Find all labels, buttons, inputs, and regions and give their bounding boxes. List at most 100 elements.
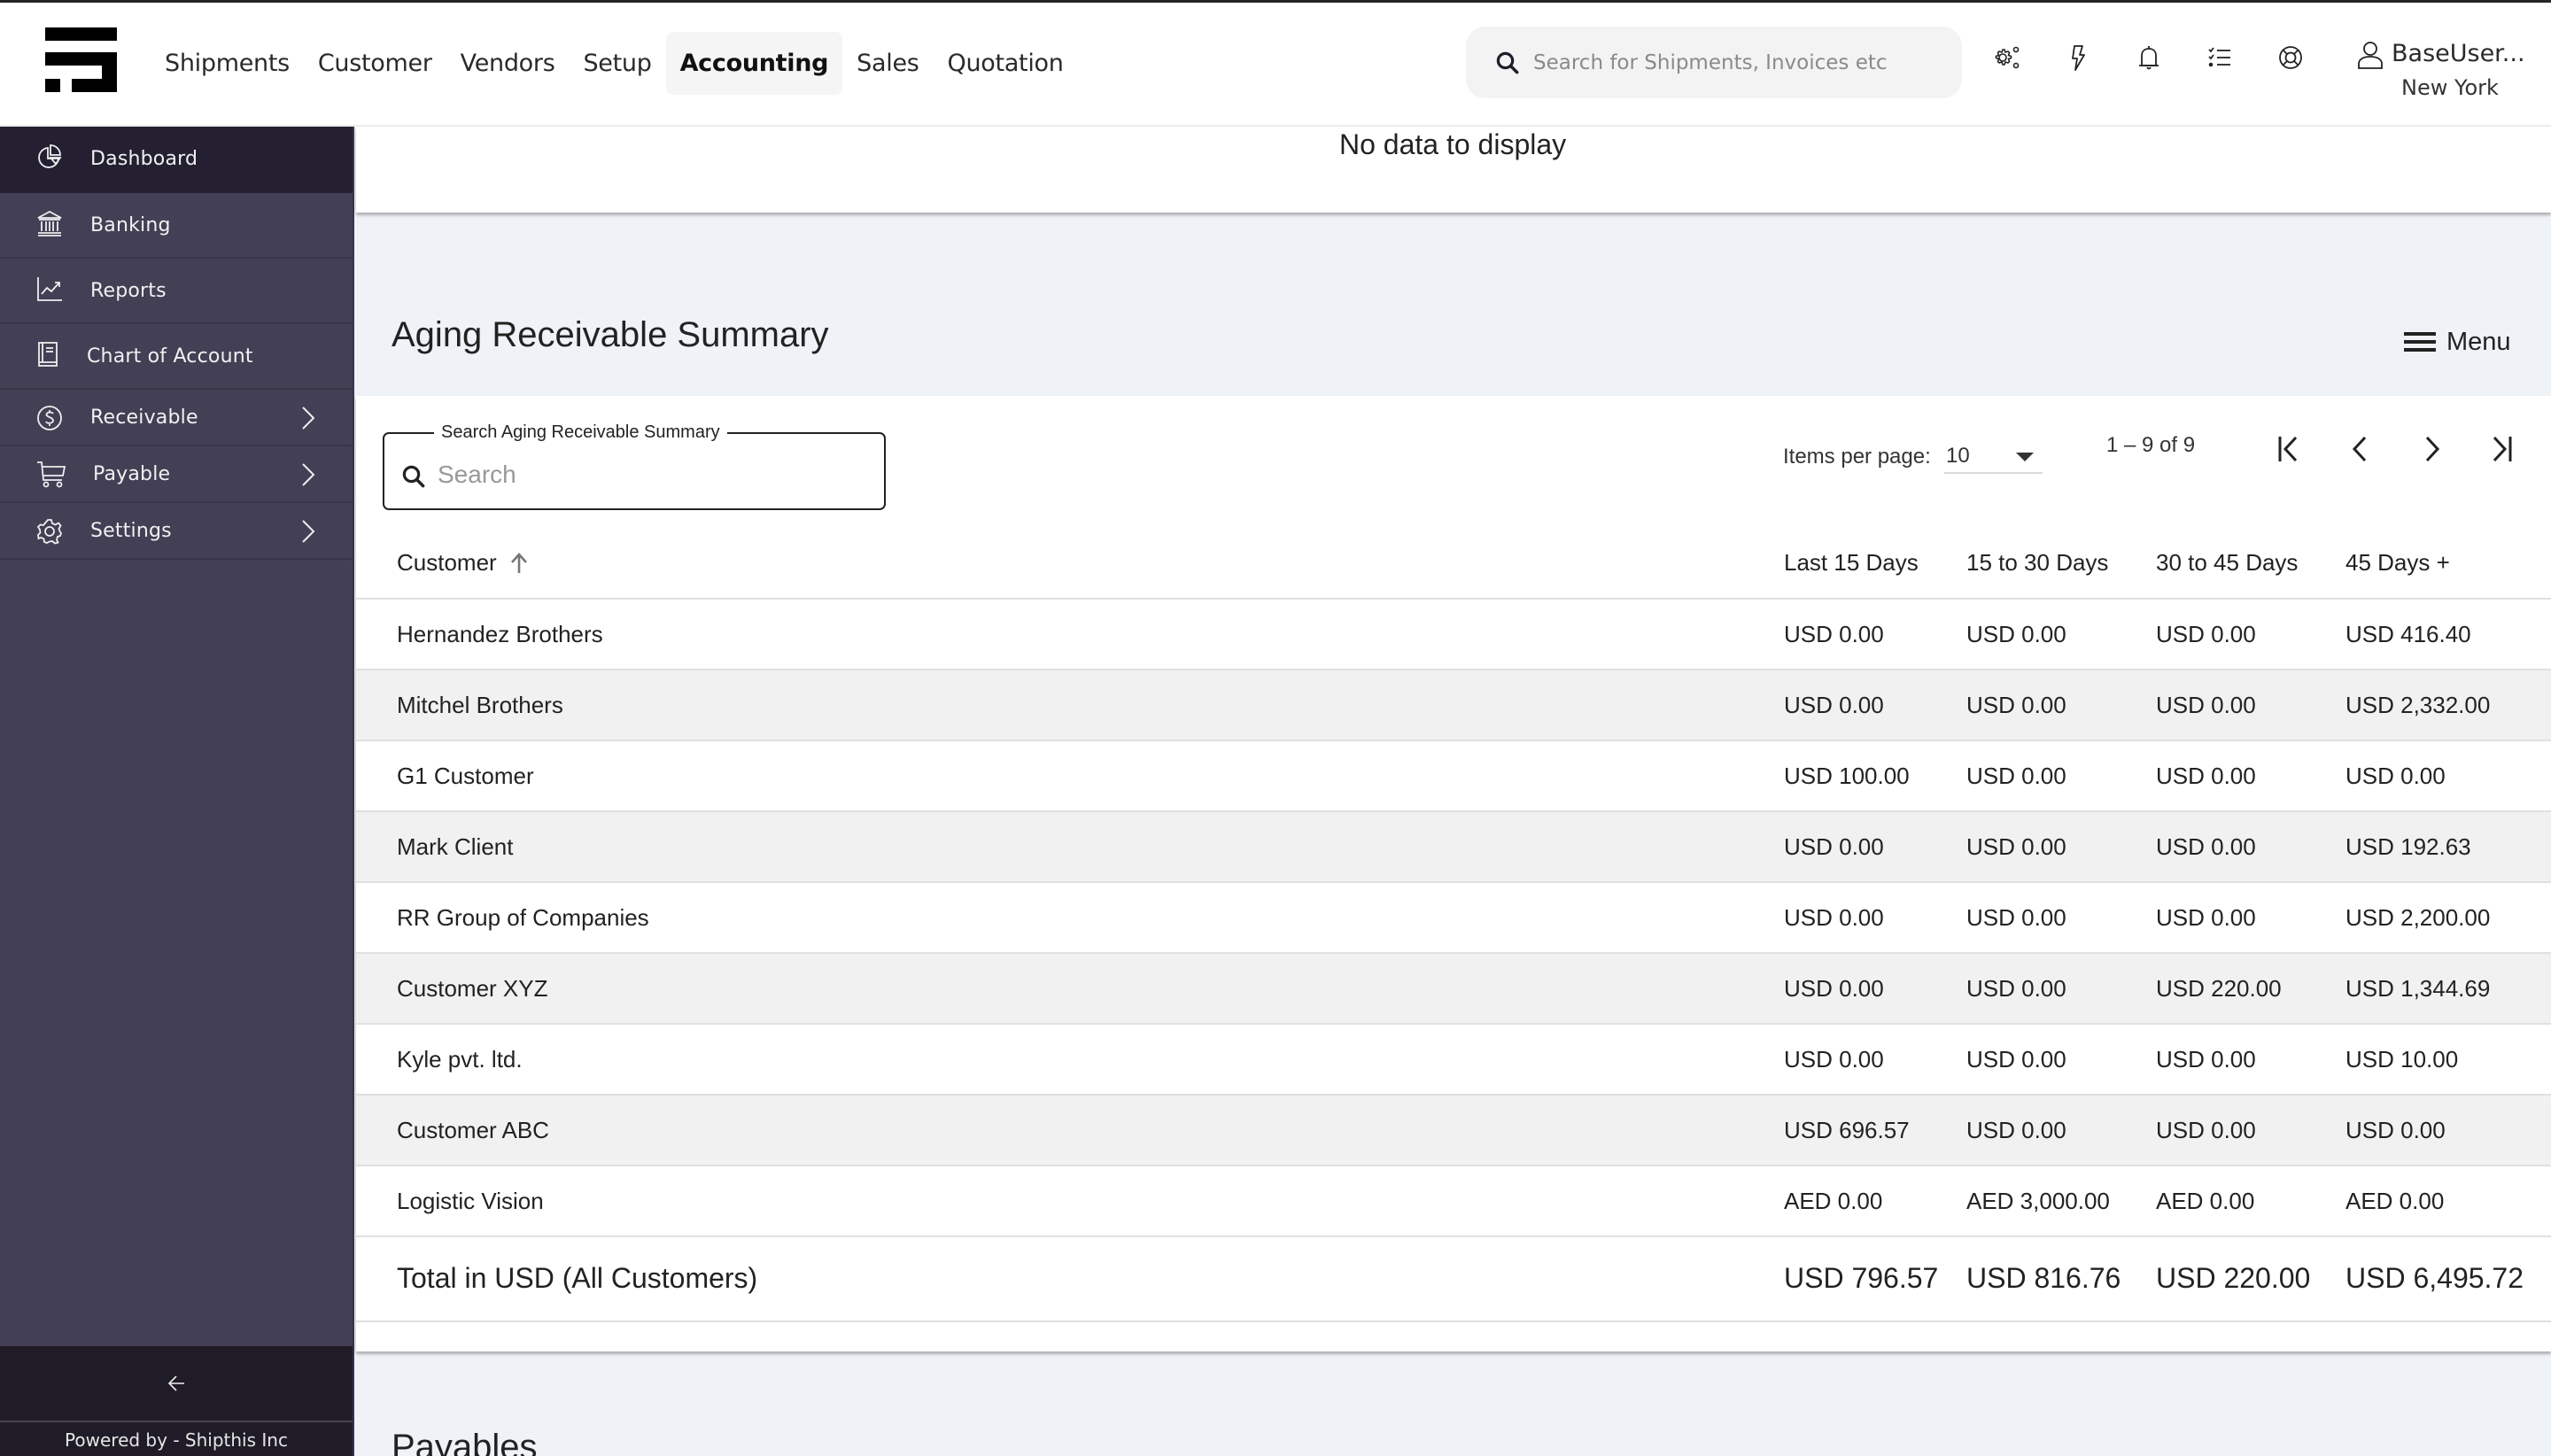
chevron-left-icon — [2352, 436, 2367, 462]
cell-last-15: USD 0.00 — [1784, 692, 1884, 718]
cell-45-plus: USD 1,344.69 — [2346, 975, 2491, 1002]
payables-section-title: Payables — [392, 1428, 538, 1456]
checklist-icon[interactable] — [2204, 42, 2236, 74]
table-row[interactable]: Kyle pvt. ltd. USD 0.00 USD 0.00 USD 0.0… — [356, 1025, 2551, 1096]
cell-last-15: USD 0.00 — [1784, 621, 1884, 647]
table-row[interactable]: Customer ABC USD 696.57 USD 0.00 USD 0.0… — [356, 1096, 2551, 1166]
total-last-15: USD 796.57 — [1784, 1262, 1939, 1294]
aging-search-field[interactable]: Search Aging Receivable Summary — [383, 422, 886, 510]
table-header: Customer Last 15 Days 15 to 30 Days 30 t… — [356, 531, 2551, 600]
next-page-button[interactable] — [2409, 427, 2454, 471]
window-top-border — [0, 0, 2551, 3]
collapse-sidebar-button[interactable] — [0, 1346, 353, 1422]
powered-by-text: Powered by - Shipthis Inc — [65, 1429, 288, 1451]
total-label: Total in USD (All Customers) — [397, 1262, 758, 1294]
table-row[interactable]: G1 Customer USD 100.00 USD 0.00 USD 0.00… — [356, 741, 2551, 812]
nav-quotation[interactable]: Quotation — [947, 50, 1064, 77]
cell-last-15: USD 0.00 — [1784, 1046, 1884, 1073]
chevron-right-icon — [302, 520, 315, 543]
nav-sales[interactable]: Sales — [857, 50, 919, 77]
table-total-row: Total in USD (All Customers) USD 796.57 … — [356, 1237, 2551, 1322]
lightning-icon[interactable] — [2062, 42, 2094, 74]
table-row[interactable]: Mark Client USD 0.00 USD 0.00 USD 0.00 U… — [356, 812, 2551, 883]
table-row[interactable]: Hernandez Brothers USD 0.00 USD 0.00 USD… — [356, 600, 2551, 670]
no-data-text: No data to display — [1339, 128, 1567, 160]
sidebar-item-receivable[interactable]: Receivable — [0, 390, 353, 446]
cell-last-15: USD 696.57 — [1784, 1117, 1910, 1143]
dollar-circle-icon — [37, 406, 62, 430]
line-chart-icon — [37, 277, 62, 301]
column-header-15-to-30-days[interactable]: 15 to 30 Days — [1966, 549, 2109, 576]
nav-vendors[interactable]: Vendors — [460, 50, 555, 77]
total-45-plus: USD 6,495.72 — [2346, 1262, 2524, 1294]
pagination-range: 1 – 9 of 9 — [2106, 433, 2196, 457]
bell-icon[interactable] — [2133, 42, 2165, 74]
top-header: Shipments Customer Vendors Setup Account… — [0, 3, 2551, 127]
pie-chart-icon — [38, 144, 62, 168]
cell-customer: Customer XYZ — [397, 975, 548, 1002]
cell-30-45: USD 0.00 — [2156, 692, 2256, 718]
nav-shipments[interactable]: Shipments — [165, 50, 290, 77]
sidebar-item-payable[interactable]: Payable — [0, 446, 353, 503]
lifebuoy-icon[interactable] — [2275, 42, 2307, 74]
cell-15-30: USD 0.00 — [1966, 1117, 2066, 1143]
cell-customer: Mitchel Brothers — [397, 692, 563, 718]
main-nav: Shipments Customer Vendors Setup Account… — [151, 32, 1078, 95]
bank-icon — [37, 210, 62, 236]
cell-customer: Kyle pvt. ltd. — [397, 1046, 523, 1073]
cell-customer: Customer ABC — [397, 1117, 549, 1143]
global-search-input[interactable] — [1533, 50, 1950, 74]
global-search[interactable] — [1466, 27, 1962, 98]
aging-search-label: Search Aging Receivable Summary — [434, 422, 727, 443]
cell-last-15: USD 0.00 — [1784, 833, 1884, 860]
sidebar-item-chart-of-account[interactable]: Chart of Account — [0, 324, 353, 390]
cell-customer: Logistic Vision — [397, 1188, 544, 1214]
chevron-right-icon — [2425, 436, 2440, 462]
cell-45-plus: USD 2,332.00 — [2346, 692, 2491, 718]
chart-card: No data to display — [356, 127, 2551, 213]
chevron-right-icon — [302, 463, 315, 486]
settings-gears-icon[interactable] — [1991, 42, 2023, 74]
total-15-30: USD 816.76 — [1966, 1262, 2121, 1294]
arrow-left-icon — [167, 1375, 184, 1391]
cell-45-plus: USD 2,200.00 — [2346, 904, 2491, 931]
last-page-button[interactable] — [2478, 427, 2523, 471]
section-title: Aging Receivable Summary — [392, 315, 829, 354]
items-per-page-label: Items per page: — [1783, 445, 1931, 469]
section-menu-button[interactable]: Menu — [2404, 324, 2511, 360]
nav-customer[interactable]: Customer — [317, 50, 432, 77]
user-location: New York — [2401, 75, 2499, 100]
nav-setup[interactable]: Setup — [583, 50, 652, 77]
brand-logo[interactable] — [45, 27, 117, 92]
aging-search-input[interactable] — [438, 461, 863, 489]
cell-15-30: USD 0.00 — [1966, 621, 2066, 647]
first-page-button[interactable] — [2268, 427, 2312, 471]
sidebar-item-dashboard[interactable]: Dashboard — [0, 127, 353, 193]
column-header-customer[interactable]: Customer — [397, 549, 529, 577]
cell-15-30: USD 0.00 — [1966, 1046, 2066, 1073]
cell-15-30: USD 0.00 — [1966, 692, 2066, 718]
search-icon — [402, 465, 425, 488]
cart-icon — [37, 461, 66, 488]
items-per-page-select[interactable]: 10 — [1944, 440, 2043, 474]
chevron-right-icon — [302, 407, 315, 430]
search-icon — [1496, 51, 1519, 74]
column-header-last-15-days[interactable]: Last 15 Days — [1784, 549, 1919, 576]
column-header-30-to-45-days[interactable]: 30 to 45 Days — [2156, 549, 2299, 576]
table-row[interactable]: Logistic Vision AED 0.00 AED 3,000.00 AE… — [356, 1166, 2551, 1237]
previous-page-button[interactable] — [2338, 427, 2383, 471]
aging-table-card: Search Aging Receivable Summary Items pe… — [356, 396, 2551, 1351]
cell-45-plus: USD 10.00 — [2346, 1046, 2459, 1073]
sidebar-item-reports[interactable]: Reports — [0, 259, 353, 324]
cell-45-plus: USD 416.40 — [2346, 621, 2471, 647]
sidebar-item-settings[interactable]: Settings — [0, 503, 353, 560]
cell-customer: Hernandez Brothers — [397, 621, 603, 647]
nav-accounting[interactable]: Accounting — [665, 32, 843, 95]
sidebar-item-banking[interactable]: Banking — [0, 193, 353, 259]
column-header-45-days-plus[interactable]: 45 Days + — [2346, 549, 2450, 576]
user-menu[interactable]: BaseUser... New York — [2356, 38, 2547, 109]
table-row[interactable]: Customer XYZ USD 0.00 USD 0.00 USD 220.0… — [356, 954, 2551, 1025]
cell-customer: RR Group of Companies — [397, 904, 649, 931]
table-row[interactable]: RR Group of Companies USD 0.00 USD 0.00 … — [356, 883, 2551, 954]
table-row[interactable]: Mitchel Brothers USD 0.00 USD 0.00 USD 0… — [356, 670, 2551, 741]
